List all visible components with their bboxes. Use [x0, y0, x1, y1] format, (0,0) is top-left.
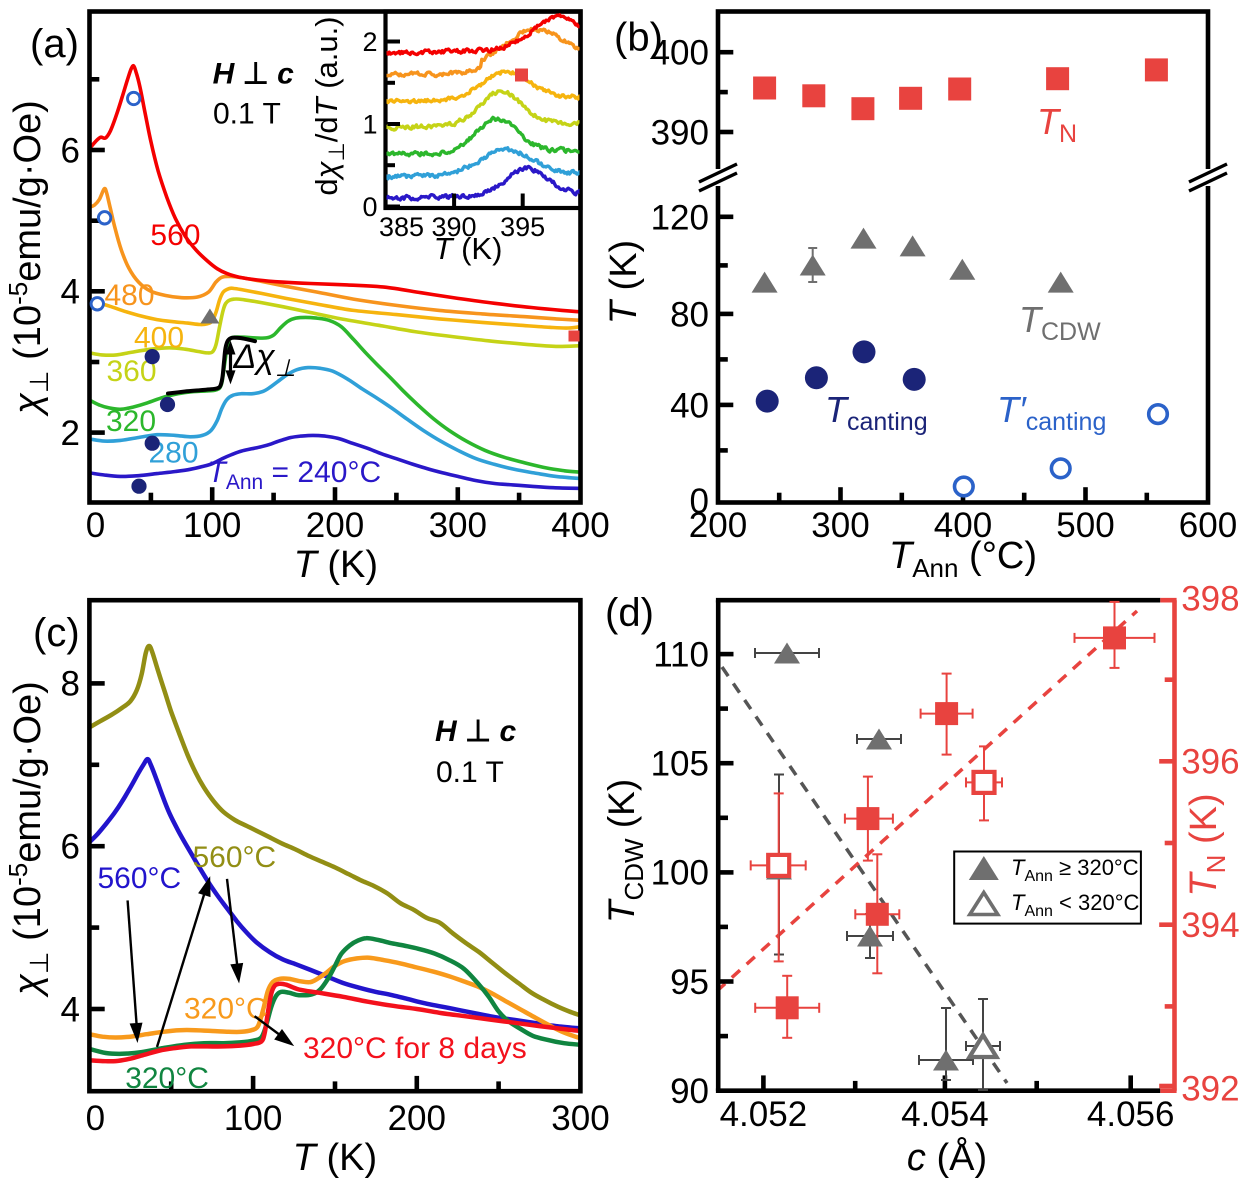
svg-text:320: 320	[106, 405, 156, 438]
svg-text:(a): (a)	[30, 22, 79, 66]
svg-text:0: 0	[86, 1099, 105, 1138]
svg-text:1: 1	[362, 110, 377, 140]
svg-text:394: 394	[1181, 906, 1239, 945]
svg-text:6: 6	[61, 828, 80, 867]
svg-text:TN (K): TN (K)	[1183, 793, 1231, 896]
svg-text:TAnn < 320°C: TAnn < 320°C	[1011, 890, 1139, 920]
svg-text:TCDW (K): TCDW (K)	[601, 779, 649, 923]
svg-text:390: 390	[431, 212, 476, 242]
svg-text:(c): (c)	[33, 611, 80, 655]
svg-text:390: 390	[651, 114, 709, 153]
svg-text:TCDW: TCDW	[1019, 299, 1101, 346]
svg-text:T (K): T (K)	[293, 1137, 377, 1178]
svg-text:χ⊥ (10-5emu/g·Oe): χ⊥ (10-5emu/g·Oe)	[3, 681, 54, 998]
svg-text:T′canting: T′canting	[997, 389, 1106, 436]
svg-text:TAnn ≥ 320°C: TAnn ≥ 320°C	[1011, 855, 1139, 885]
svg-text:300: 300	[551, 1099, 609, 1138]
svg-text:6: 6	[61, 131, 80, 170]
svg-text:χ⊥ (10-5emu/g·Oe): χ⊥ (10-5emu/g·Oe)	[3, 100, 54, 417]
svg-text:0.1 T: 0.1 T	[213, 97, 281, 130]
svg-text:500: 500	[1056, 506, 1114, 545]
svg-text:600: 600	[1179, 506, 1237, 545]
svg-text:396: 396	[1181, 743, 1239, 782]
svg-text:320°C: 320°C	[125, 1062, 209, 1095]
svg-text:Tcanting: Tcanting	[825, 389, 928, 436]
svg-text:400: 400	[934, 506, 992, 545]
svg-text:200: 200	[388, 1099, 446, 1138]
svg-text:0: 0	[690, 482, 709, 521]
svg-text:560°C: 560°C	[98, 862, 182, 895]
svg-text:(d): (d)	[605, 591, 654, 635]
svg-text:120: 120	[651, 198, 709, 237]
svg-text:4.054: 4.054	[901, 1095, 989, 1134]
svg-text:560°C: 560°C	[193, 841, 277, 874]
svg-text:300: 300	[811, 506, 869, 545]
svg-text:4: 4	[61, 990, 80, 1029]
svg-text:100: 100	[224, 1099, 282, 1138]
svg-text:(b): (b)	[614, 16, 663, 60]
svg-text:2: 2	[61, 414, 80, 453]
svg-text:T (K): T (K)	[434, 231, 503, 266]
svg-text:398: 398	[1181, 579, 1239, 618]
svg-text:H ⊥ c: H ⊥ c	[435, 715, 516, 748]
svg-text:110: 110	[653, 635, 709, 674]
svg-text:95: 95	[670, 963, 709, 1002]
svg-text:400: 400	[551, 506, 609, 545]
svg-text:392: 392	[1181, 1069, 1239, 1108]
svg-text:320°C: 320°C	[184, 993, 268, 1026]
svg-text:80: 80	[670, 295, 709, 334]
svg-text:100: 100	[651, 854, 709, 893]
svg-text:0: 0	[86, 506, 105, 545]
svg-text:4.052: 4.052	[720, 1095, 808, 1134]
svg-text:400: 400	[651, 34, 709, 73]
svg-text:100: 100	[183, 506, 241, 545]
svg-text:0.1 T: 0.1 T	[436, 756, 504, 789]
svg-text:395: 395	[500, 212, 545, 242]
svg-text:TAnn (°C): TAnn (°C)	[889, 535, 1037, 583]
svg-text:T (K): T (K)	[294, 544, 378, 586]
svg-text:90: 90	[670, 1072, 709, 1111]
svg-text:T (K): T (K)	[603, 240, 645, 324]
svg-text:2: 2	[362, 27, 377, 57]
svg-text:200: 200	[689, 506, 747, 545]
svg-text:TAnn = 240°C: TAnn = 240°C	[208, 456, 382, 494]
svg-text:320°C for 8 days: 320°C for 8 days	[303, 1032, 527, 1065]
svg-text:0: 0	[362, 192, 377, 222]
svg-text:560: 560	[150, 219, 200, 252]
svg-text:480: 480	[105, 279, 155, 312]
svg-text:4: 4	[61, 273, 80, 312]
svg-text:105: 105	[651, 745, 709, 784]
svg-text:300: 300	[429, 506, 487, 545]
svg-text:dχ⊥/dT (a.u.): dχ⊥/dT (a.u.)	[309, 16, 349, 195]
svg-text:385: 385	[379, 212, 424, 242]
svg-text:40: 40	[670, 386, 709, 425]
svg-text:Δχ⊥: Δχ⊥	[233, 338, 296, 382]
svg-text:TN: TN	[1037, 101, 1077, 148]
svg-text:200: 200	[306, 506, 364, 545]
svg-text:c (Å): c (Å)	[907, 1135, 987, 1178]
svg-text:4.056: 4.056	[1087, 1095, 1175, 1134]
svg-text:400: 400	[134, 322, 184, 355]
svg-text:8: 8	[61, 665, 80, 704]
svg-text:H ⊥ c: H ⊥ c	[213, 58, 294, 91]
